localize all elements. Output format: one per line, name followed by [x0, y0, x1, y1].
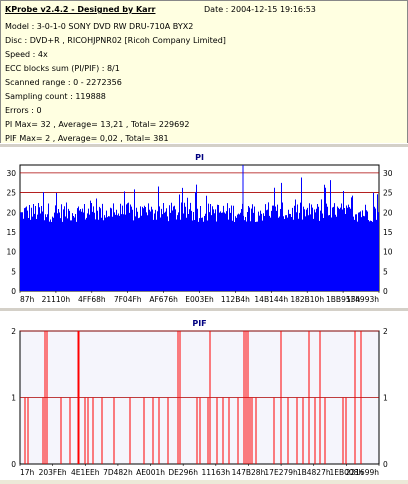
x-tick-label: 21110h [42, 295, 71, 304]
x-tick-label: AF676h [149, 295, 178, 304]
y-tick-label-right: 0 [383, 460, 388, 469]
x-tick-label: 7F04Fh [114, 295, 142, 304]
scanned-range-line: Scanned range : 0 - 2272356 [5, 78, 122, 87]
y-tick-label-left: 30 [6, 169, 16, 178]
y-tick-label-left: 10 [6, 248, 16, 257]
speed-line: Speed : 4x [5, 50, 48, 59]
x-tick-label: 1F4993h [346, 295, 379, 304]
info-panel: KProbe v2.4.2 - Designed by Karr Date : … [0, 0, 408, 144]
y-tick-label-left: 1 [11, 394, 16, 403]
x-tick-label: AE001h [136, 468, 165, 477]
ecc-line: ECC blocks sum (PI/PIF) : 8/1 [5, 64, 120, 73]
pif-chart: PIF 0 0 1 1 2 2 17h 203FEh 4E1EEh 7D482h AE001h DE29… [11, 319, 388, 477]
y-tick-label-left: 0 [11, 287, 16, 296]
y-tick-label-right: 25 [383, 189, 393, 198]
x-tick-label: 17h [20, 468, 35, 477]
pi-summary-line: PI Max= 32 , Average= 13,21 , Total= 229… [5, 120, 190, 129]
x-tick-label: 17E279h [264, 468, 298, 477]
y-tick-label-left: 25 [6, 189, 16, 198]
x-tick-label: 87h [20, 295, 35, 304]
y-tick-label-left: 5 [11, 267, 16, 276]
y-tick-label-right: 30 [383, 169, 393, 178]
x-tick-label: 182B10h [290, 295, 324, 304]
y-tick-label-right: 5 [383, 267, 388, 276]
chart-title: PI [195, 153, 204, 162]
y-tick-label-left: 2 [11, 327, 16, 336]
chart-title: PIF [192, 319, 206, 328]
x-tick-label: 14B144h [254, 295, 288, 304]
disc-line: Disc : DVD+R , RICOHJPNR02 [Ricoh Compan… [5, 36, 226, 45]
errors-line: Errors : 0 [5, 106, 42, 115]
y-tick-label-left: 20 [6, 208, 16, 217]
y-tick-label-left: 0 [11, 460, 16, 469]
x-tick-label: 147B28h [232, 468, 266, 477]
x-tick-label: 112B4h [221, 295, 250, 304]
x-tick-label: 4FF68h [78, 295, 106, 304]
x-tick-label: 1BB953h [326, 295, 360, 304]
x-tick-label: 7D482h [103, 468, 133, 477]
data-bars [20, 165, 379, 291]
sampling-count-line: Sampling count : 119888 [5, 92, 106, 101]
x-tick-label: 221699h [346, 468, 380, 477]
data-bars [24, 331, 362, 464]
x-tick-label: DE296h [168, 468, 198, 477]
y-tick-label-right: 0 [383, 287, 388, 296]
y-tick-label-right: 2 [383, 327, 388, 336]
y-tick-label-right: 20 [383, 208, 393, 217]
y-tick-label-right: 15 [383, 228, 393, 237]
x-tick-label: 4E1EEh [71, 468, 100, 477]
y-tick-label-right: 10 [383, 248, 393, 257]
pi-chart-panel: PI 0 0 5 5 10 10 15 15 20 20 25 25 30 30 87h 21110h 4FF68… [0, 147, 408, 307]
pi-chart: PI 0 0 5 5 10 10 15 15 20 20 25 25 30 30 87h 21110h 4FF68… [6, 153, 393, 304]
y-tick-label-right: 1 [383, 394, 388, 403]
pif-summary-line: PIF Max= 2 , Average= 0,02 , Total= 381 [5, 134, 169, 143]
x-tick-label: 203FEh [39, 468, 67, 477]
x-tick-label: 1EB008h [329, 468, 363, 477]
pif-chart-panel: PIF 0 0 1 1 2 2 17h 203FEh 4E1EEh 7D482h AE001h DE29… [0, 311, 408, 480]
scan-date: Date : 2004-12-15 19:16:53 [204, 5, 316, 14]
y-tick-label-left: 15 [6, 228, 16, 237]
x-tick-label: E003Eh [185, 295, 214, 304]
model-line: Model : 3-0-1-0 SONY DVD RW DRU-710A BYX… [5, 22, 194, 31]
x-tick-label: 11163h [202, 468, 231, 477]
app-title: KProbe v2.4.2 - Designed by Karr [5, 5, 156, 14]
x-tick-label: 1B4827h [297, 468, 331, 477]
